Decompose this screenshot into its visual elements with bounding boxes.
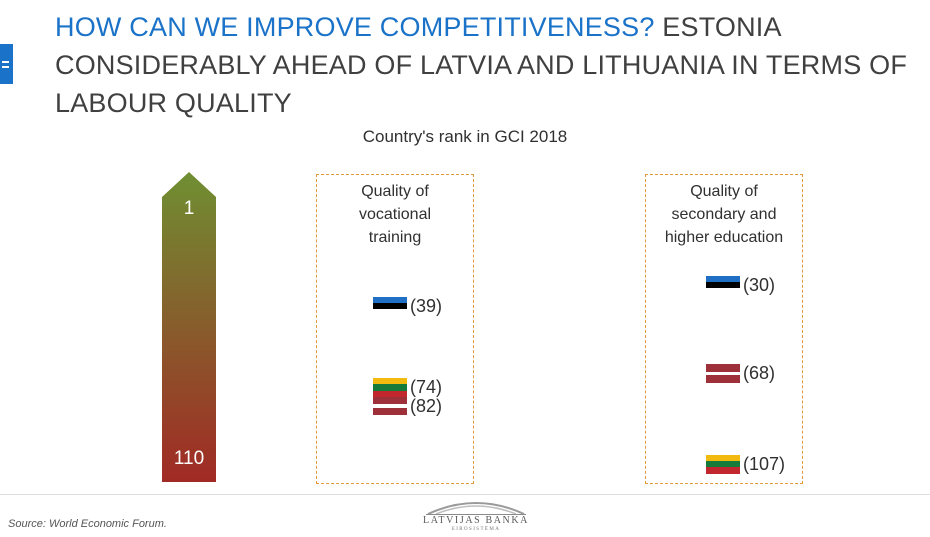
rank-label: (30) [743, 274, 776, 295]
slide-headline: HOW CAN WE IMPROVE COMPETITIVENESS? ESTO… [55, 8, 915, 122]
panel-vocational-training: Quality of vocational training [316, 174, 474, 484]
flag-lt-icon [373, 377, 407, 397]
rank-label: (68) [743, 363, 776, 383]
scale-bottom-label: 110 [173, 448, 205, 469]
panel-title: Quality of secondary and higher educatio… [664, 183, 784, 246]
rank-entry-lv: (82) [373, 394, 442, 418]
panel-title: Quality of vocational training [358, 183, 432, 246]
rank-label: (39) [410, 295, 443, 316]
rank-entry-lv: (68) [706, 362, 775, 386]
rank-entry-lt: (74) [373, 375, 442, 399]
headline-accent: HOW CAN WE IMPROVE COMPETITIVENESS? [55, 12, 655, 42]
logo-name: LATVIJAS BANKA [422, 515, 529, 526]
rank-label: (74) [410, 376, 443, 397]
chart-title: Country's rank in GCI 2018 [362, 127, 568, 146]
rank-entry-lt: (107) [706, 452, 785, 476]
scale-top-label: 1 [183, 198, 195, 219]
rank-entry-ee: (30) [706, 273, 775, 297]
flag-lv-icon [373, 396, 407, 416]
rank-label: (82) [410, 395, 443, 416]
side-menu-tab[interactable] [0, 44, 13, 84]
panel-secondary-higher-education: Quality of secondary and higher educatio… [645, 174, 803, 484]
flag-lv-icon [706, 364, 740, 383]
flag-lt-icon [706, 454, 740, 474]
rank-entry-ee: (39) [373, 294, 442, 318]
source-note: Source: World Economic Forum. [8, 518, 167, 530]
logo-subtitle: EIROSISTĒMA [451, 527, 501, 532]
rank-label: (107) [743, 453, 786, 474]
flag-ee-icon [373, 296, 407, 316]
logo-arc-icon [426, 502, 526, 515]
flag-ee-icon [706, 275, 740, 295]
footer-divider [0, 494, 930, 495]
headline-rest: ESTONIA CONSIDERABLY AHEAD OF LATVIA AND… [55, 12, 908, 118]
latvijas-banka-logo: LATVIJAS BANKA EIROSISTĒMA [420, 496, 532, 536]
